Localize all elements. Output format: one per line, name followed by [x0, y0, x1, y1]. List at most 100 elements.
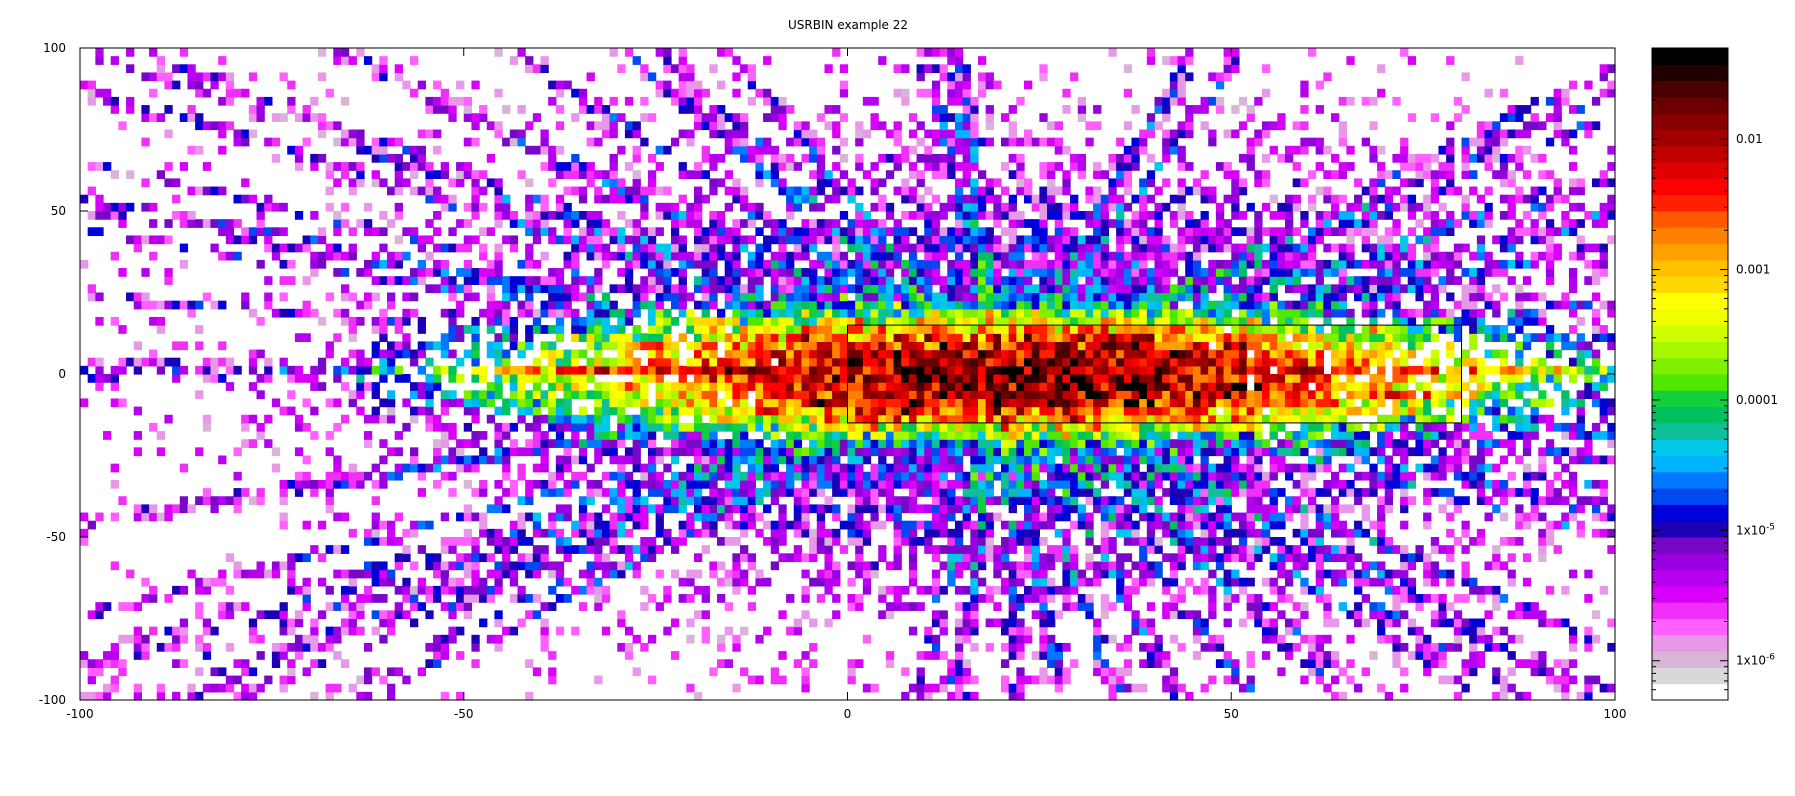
- heatmap-cell: [532, 512, 542, 522]
- heatmap-cell: [632, 520, 641, 530]
- heatmap-cell: [348, 137, 357, 147]
- heatmap-cell: [1024, 243, 1033, 253]
- heatmap-cell: [87, 520, 96, 530]
- heatmap-cell: [1024, 374, 1033, 383]
- heatmap-cell: [302, 276, 311, 285]
- heatmap-cell: [87, 80, 96, 90]
- heatmap-cell: [617, 610, 626, 620]
- heatmap-cell: [701, 496, 710, 505]
- heatmap-cell: [1054, 675, 1063, 685]
- heatmap-cell: [755, 512, 764, 522]
- heatmap-cell: [1070, 316, 1079, 326]
- heatmap-cell: [732, 300, 741, 310]
- heatmap-cell: [962, 129, 971, 139]
- heatmap-cell: [724, 390, 733, 400]
- heatmap-cell: [463, 439, 473, 448]
- heatmap-cell: [225, 683, 235, 693]
- heatmap-cell: [402, 276, 411, 285]
- heatmap-cell: [509, 243, 519, 253]
- heatmap-cell: [1008, 683, 1017, 693]
- heatmap-cell: [433, 569, 442, 579]
- heatmap-cell: [594, 455, 603, 465]
- heatmap-cell: [241, 88, 250, 98]
- heatmap-cell: [694, 341, 703, 351]
- heatmap-cell: [1039, 479, 1048, 489]
- heatmap-cell: [632, 194, 641, 204]
- heatmap-cell: [740, 398, 749, 408]
- heatmap-cell: [970, 569, 979, 579]
- heatmap-cell: [494, 422, 503, 432]
- heatmap-cell: [694, 333, 703, 342]
- heatmap-cell: [855, 268, 864, 277]
- heatmap-cell: [1054, 284, 1063, 294]
- heatmap-cell: [555, 382, 565, 391]
- heatmap-cell: [1070, 471, 1079, 481]
- heatmap-cell: [962, 308, 971, 318]
- heatmap-cell: [356, 471, 365, 481]
- heatmap-cell: [1047, 431, 1056, 440]
- heatmap-cell: [885, 284, 895, 294]
- heatmap-cell: [740, 64, 749, 74]
- heatmap-cell: [847, 537, 856, 546]
- heatmap-cell: [440, 96, 449, 106]
- heatmap-cell: [977, 414, 987, 424]
- heatmap-cell: [893, 431, 902, 440]
- heatmap-cell: [954, 528, 964, 538]
- heatmap-cell: [747, 349, 757, 359]
- heatmap-cell: [571, 211, 580, 220]
- heatmap-cell: [624, 626, 634, 636]
- heatmap-cell: [548, 406, 557, 416]
- heatmap-cell: [839, 284, 849, 294]
- heatmap-cell: [95, 162, 104, 171]
- heatmap-cell: [847, 463, 856, 473]
- heatmap-cell: [210, 667, 219, 677]
- heatmap-cell: [824, 219, 833, 228]
- heatmap-cell: [532, 276, 542, 285]
- heatmap-cell: [525, 259, 534, 269]
- heatmap-cell: [993, 251, 1002, 261]
- heatmap-cell: [525, 569, 534, 579]
- heatmap-cell: [839, 406, 849, 416]
- heatmap-cell: [678, 308, 687, 318]
- heatmap-cell: [548, 520, 557, 530]
- heatmap-cell: [862, 496, 872, 505]
- heatmap-cell: [993, 431, 1002, 440]
- heatmap-cell: [839, 137, 849, 147]
- heatmap-cell: [824, 447, 833, 457]
- heatmap-cell: [893, 594, 902, 603]
- heatmap-cell: [893, 455, 902, 465]
- heatmap-cell: [479, 308, 488, 318]
- heatmap-cell: [294, 414, 304, 424]
- heatmap-cell: [770, 488, 780, 497]
- heatmap-cell: [724, 488, 733, 497]
- heatmap-cell: [302, 602, 311, 611]
- heatmap-cell: [962, 316, 971, 326]
- heatmap-cell: [901, 537, 910, 546]
- heatmap-cell: [786, 105, 795, 114]
- heatmap-cell: [379, 308, 388, 318]
- heatmap-cell: [279, 512, 288, 522]
- heatmap-cell: [862, 251, 872, 261]
- heatmap-cell: [1008, 316, 1017, 326]
- heatmap-cell: [1062, 545, 1071, 554]
- heatmap-cell: [724, 276, 733, 285]
- heatmap-cell: [686, 64, 695, 74]
- heatmap-cell: [1016, 626, 1025, 636]
- heatmap-cell: [356, 390, 365, 400]
- heatmap-cell: [624, 186, 634, 196]
- heatmap-cell: [95, 602, 104, 611]
- heatmap-cell: [947, 72, 956, 82]
- heatmap-cell: [517, 170, 526, 179]
- heatmap-cell: [1054, 300, 1063, 310]
- heatmap-cell: [855, 284, 864, 294]
- heatmap-cell: [310, 659, 319, 668]
- heatmap-cell: [1024, 194, 1033, 204]
- heatmap-cell: [417, 471, 426, 481]
- heatmap-cell: [348, 528, 357, 538]
- heatmap-cell: [402, 594, 411, 603]
- heatmap-cell: [786, 137, 795, 147]
- heatmap-cell: [717, 276, 726, 285]
- heatmap-cell: [901, 585, 910, 595]
- heatmap-cell: [862, 300, 872, 310]
- heatmap-cell: [1031, 382, 1040, 391]
